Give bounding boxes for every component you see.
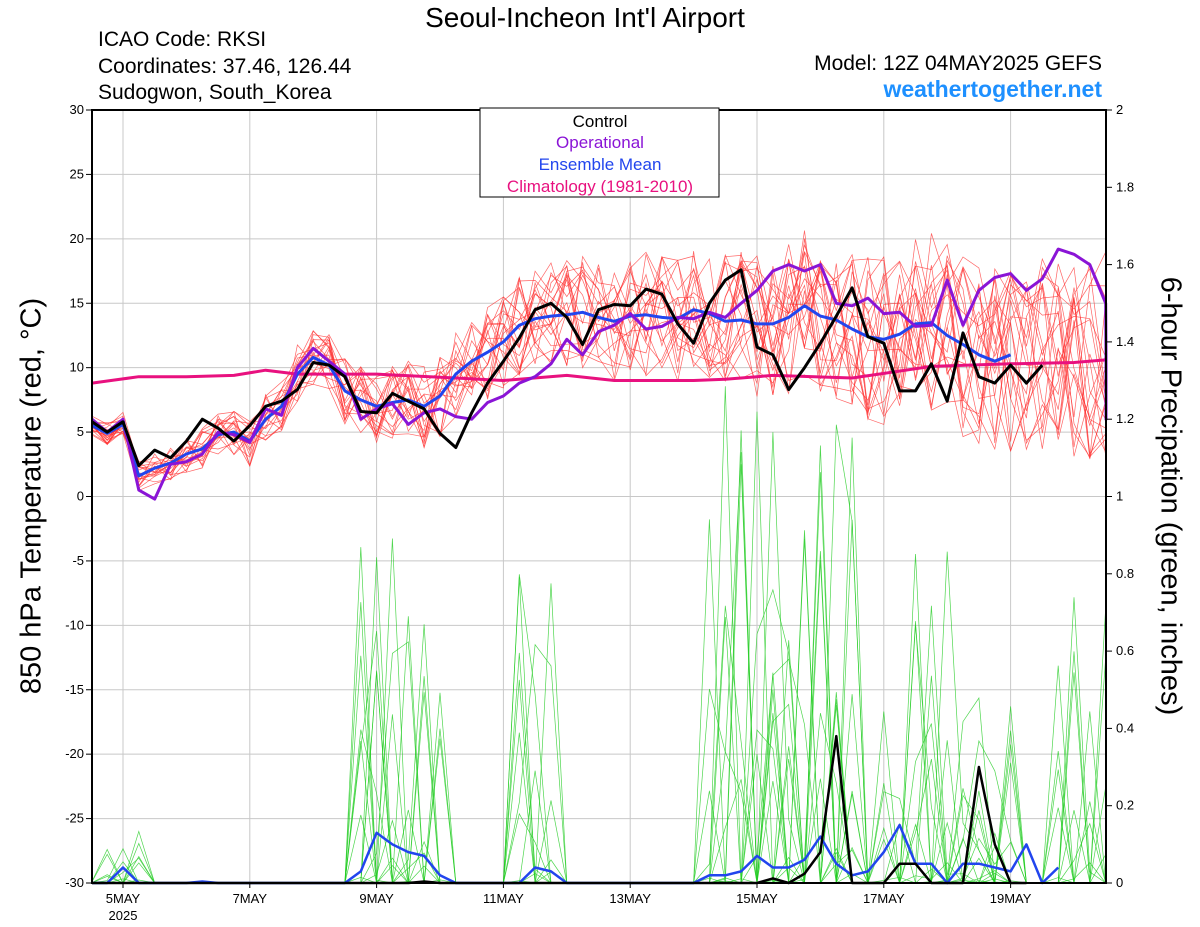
precip-member-line	[91, 538, 1106, 884]
precip-control-line	[92, 734, 1027, 885]
precip-member-line	[90, 519, 1106, 884]
axis-ticks: -30-25-20-15-10-505101520253000.20.40.60…	[65, 102, 1134, 923]
tick-label-bottom: 19MAY	[990, 891, 1032, 906]
tick-label-left: -10	[65, 617, 84, 632]
legend-climatology: Climatology (1981-2010)	[507, 177, 693, 196]
tick-label-right: 1.2	[1116, 411, 1134, 426]
site-link[interactable]: weathertogether.net	[883, 76, 1102, 102]
tick-label-left: 10	[70, 360, 84, 375]
tick-label-right: 0.6	[1116, 643, 1134, 658]
tick-label-left: -15	[65, 682, 84, 697]
tick-label-left: -30	[65, 875, 84, 890]
legend-box	[479, 107, 720, 198]
tick-label-bottom: 5MAY	[106, 891, 141, 906]
ensemble-members	[90, 230, 1107, 885]
temp-member-line	[91, 251, 1107, 481]
tick-label-right: 0.2	[1116, 798, 1134, 813]
tick-label-bottom: 13MAY	[609, 891, 651, 906]
tick-sublabel-bottom: 2025	[109, 908, 138, 923]
tick-label-bottom: 17MAY	[863, 891, 905, 906]
tick-label-bottom: 15MAY	[736, 891, 778, 906]
tick-label-right: 0	[1116, 875, 1123, 890]
precip-member-line	[91, 519, 1106, 884]
tick-label-left: -25	[65, 811, 84, 826]
precip-ensemble-mean-line	[92, 823, 1060, 885]
tick-label-bottom: 7MAY	[233, 891, 268, 906]
precip-member-line	[91, 386, 1107, 884]
tick-label-left: -5	[72, 553, 84, 568]
precip-member-line	[91, 411, 1106, 885]
temp-ensemble-mean-line	[91, 304, 1012, 478]
tick-label-right: 0.4	[1116, 720, 1134, 735]
location: Sudogwon, South_Korea	[98, 81, 332, 104]
model-run: Model: 12Z 04MAY2025 GEFS	[814, 52, 1102, 75]
tick-label-left: 0	[77, 489, 84, 504]
precip-member-line	[91, 574, 1106, 884]
tick-label-left: 5	[77, 424, 84, 439]
precip-member-line	[91, 551, 1106, 884]
chart-title: Seoul-Incheon Int'l Airport	[425, 2, 745, 33]
temp-operational-line	[91, 247, 1108, 501]
precip-member-line	[91, 538, 1107, 884]
tick-label-left: -20	[65, 746, 84, 761]
legend-control: Control	[573, 112, 628, 131]
precip-member-line	[91, 583, 1107, 884]
coordinates: Coordinates: 37.46, 126.44	[98, 55, 352, 78]
series-lines	[91, 247, 1108, 885]
tick-label-right: 1.6	[1116, 257, 1134, 272]
tick-label-right: 0.8	[1116, 566, 1134, 581]
grid	[92, 110, 1106, 883]
legend-ensemble-mean: Ensemble Mean	[539, 155, 662, 174]
legend-operational: Operational	[556, 133, 644, 152]
tick-label-left: 25	[70, 166, 84, 181]
legend: Control Operational Ensemble Mean Climat…	[479, 107, 720, 198]
tick-label-right: 1.8	[1116, 179, 1134, 194]
temp-control-line	[91, 268, 1044, 468]
tick-label-bottom: 9MAY	[359, 891, 394, 906]
temp-member-line	[91, 259, 1107, 476]
tick-label-right: 1	[1116, 489, 1123, 504]
tick-label-left: 20	[70, 231, 84, 246]
icao-code: ICAO Code: RKSI	[98, 28, 267, 51]
tick-label-bottom: 11MAY	[483, 891, 524, 906]
tick-label-right: 2	[1116, 102, 1123, 117]
tick-label-left: 15	[70, 295, 84, 310]
tick-label-left: 30	[70, 102, 84, 117]
tick-label-right: 1.4	[1116, 334, 1134, 349]
precip-member-line	[91, 740, 1106, 884]
